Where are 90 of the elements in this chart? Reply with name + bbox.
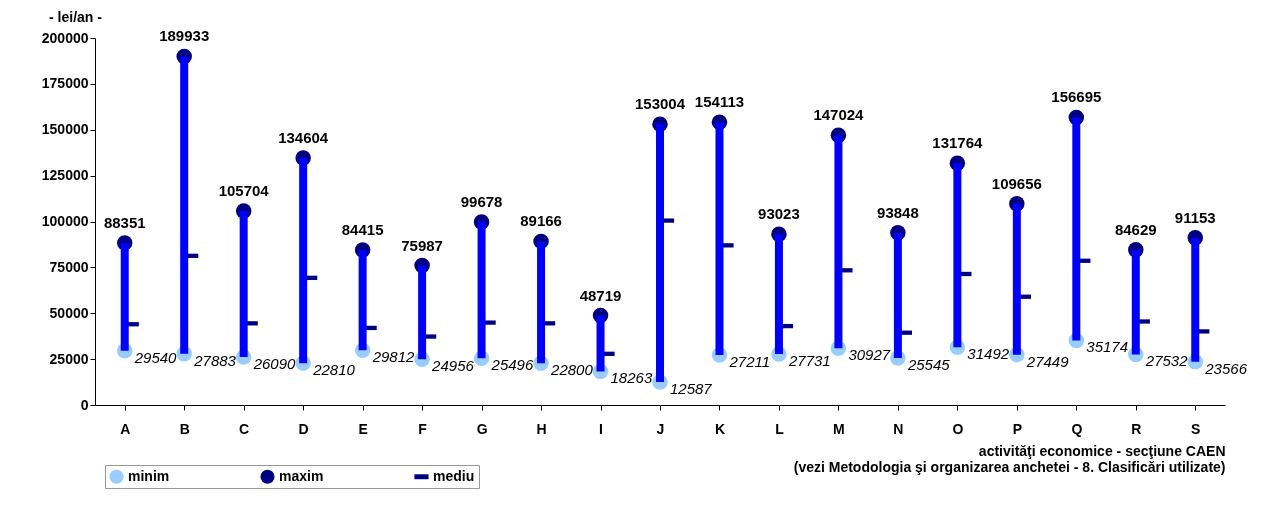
data-label: 153004 xyxy=(634,95,686,113)
y-tick-label: 75000 xyxy=(49,258,89,275)
bar xyxy=(953,163,962,348)
x-tick-label: I xyxy=(599,420,603,437)
bar xyxy=(656,124,664,382)
y-tick-label: 125000 xyxy=(41,167,89,184)
y-tick-label: 175000 xyxy=(41,75,89,92)
data-label: 27883 xyxy=(193,351,237,369)
data-label: 105704 xyxy=(218,182,270,200)
data-label: 12587 xyxy=(670,379,713,397)
data-label: 91153 xyxy=(1174,208,1216,226)
data-label: 89166 xyxy=(520,212,562,230)
bar xyxy=(239,211,248,358)
data-label: 23566 xyxy=(1204,359,1248,377)
data-label: 35174 xyxy=(1086,338,1129,356)
data-label: 131764 xyxy=(932,134,984,152)
x-tick-label: L xyxy=(775,420,785,437)
data-label: 22800 xyxy=(550,361,594,379)
data-label: 48719 xyxy=(579,286,622,304)
bar xyxy=(1191,237,1200,362)
data-label: 27731 xyxy=(787,352,831,370)
x-tick-label: F xyxy=(418,420,428,437)
bar xyxy=(1131,249,1140,355)
data-label: 24956 xyxy=(431,357,475,375)
x-tick-label: R xyxy=(1131,420,1142,437)
y-tick-label: 150000 xyxy=(41,121,89,138)
data-label: 93023 xyxy=(758,205,800,223)
data-label: 26090 xyxy=(252,355,297,373)
y-tick-label: 0 xyxy=(80,396,89,413)
legend-label: maxim xyxy=(279,467,324,484)
bar xyxy=(893,232,902,359)
x-tick-label: A xyxy=(120,420,131,437)
x-tick-label: H xyxy=(536,420,547,437)
bar xyxy=(537,241,546,364)
x-tick-label: O xyxy=(952,420,964,437)
bar xyxy=(299,158,308,364)
data-label: 75987 xyxy=(401,236,443,254)
data-label: 25496 xyxy=(490,356,534,374)
bar xyxy=(477,222,486,359)
data-label: 27449 xyxy=(1025,352,1070,370)
x-tick-label: M xyxy=(833,420,845,437)
x-tick-label: Q xyxy=(1071,420,1083,437)
x-tick-label: D xyxy=(298,420,309,437)
data-label: 29812 xyxy=(371,348,415,366)
data-label: 109656 xyxy=(991,174,1042,192)
x-axis-title: activităţi economice - secţiune CAEN (vezi Metodologia şi organizarea anchetei - 8. Clasificări utilizate) xyxy=(793,442,1226,475)
bar xyxy=(1072,117,1081,341)
bar xyxy=(120,242,129,351)
x-tick-label: J xyxy=(656,420,665,437)
bar xyxy=(774,234,783,355)
data-label: 22810 xyxy=(312,361,356,379)
x-tick-label: E xyxy=(358,420,368,437)
x-tick-label: G xyxy=(476,420,488,437)
data-label: 25545 xyxy=(906,356,951,374)
data-label: 154113 xyxy=(694,93,745,111)
data-label: 30927 xyxy=(848,346,891,364)
data-label: 84415 xyxy=(341,221,384,239)
data-label: 189933 xyxy=(159,27,210,45)
data-label: 84629 xyxy=(1114,220,1157,238)
y-tick-label: 100000 xyxy=(41,213,89,229)
bar xyxy=(358,250,367,351)
data-label: 18263 xyxy=(610,369,653,387)
x-tick-label: P xyxy=(1012,420,1023,437)
x-tick-label: S xyxy=(1191,420,1201,437)
y-axis-title: - lei/an - xyxy=(49,8,103,25)
bar xyxy=(180,56,189,354)
data-label: 147024 xyxy=(813,106,865,124)
data-label: 29540 xyxy=(133,348,178,366)
x-tick-label: B xyxy=(179,420,190,437)
legend-label: minim xyxy=(128,467,170,484)
bar xyxy=(418,265,427,360)
data-label: 88351 xyxy=(103,213,146,231)
x-tick-label: C xyxy=(239,420,250,437)
legend-label: mediu xyxy=(433,467,475,484)
data-label: 27532 xyxy=(1144,352,1189,370)
y-tick-label: 200000 xyxy=(41,29,89,46)
bar xyxy=(715,122,724,356)
bar xyxy=(1012,203,1021,355)
x-tick-label: N xyxy=(893,420,904,437)
y-tick-label: 25000 xyxy=(49,350,89,367)
bar xyxy=(596,315,605,372)
data-label: 134604 xyxy=(278,129,329,146)
data-label: 99678 xyxy=(460,193,503,211)
y-tick-label: 50000 xyxy=(49,304,89,321)
x-tick-label: K xyxy=(714,420,726,437)
data-label: 31492 xyxy=(967,345,1010,363)
bar xyxy=(834,135,843,349)
data-label: 156695 xyxy=(1051,88,1102,106)
data-label: 27211 xyxy=(728,353,771,371)
data-label: 93848 xyxy=(877,203,919,221)
